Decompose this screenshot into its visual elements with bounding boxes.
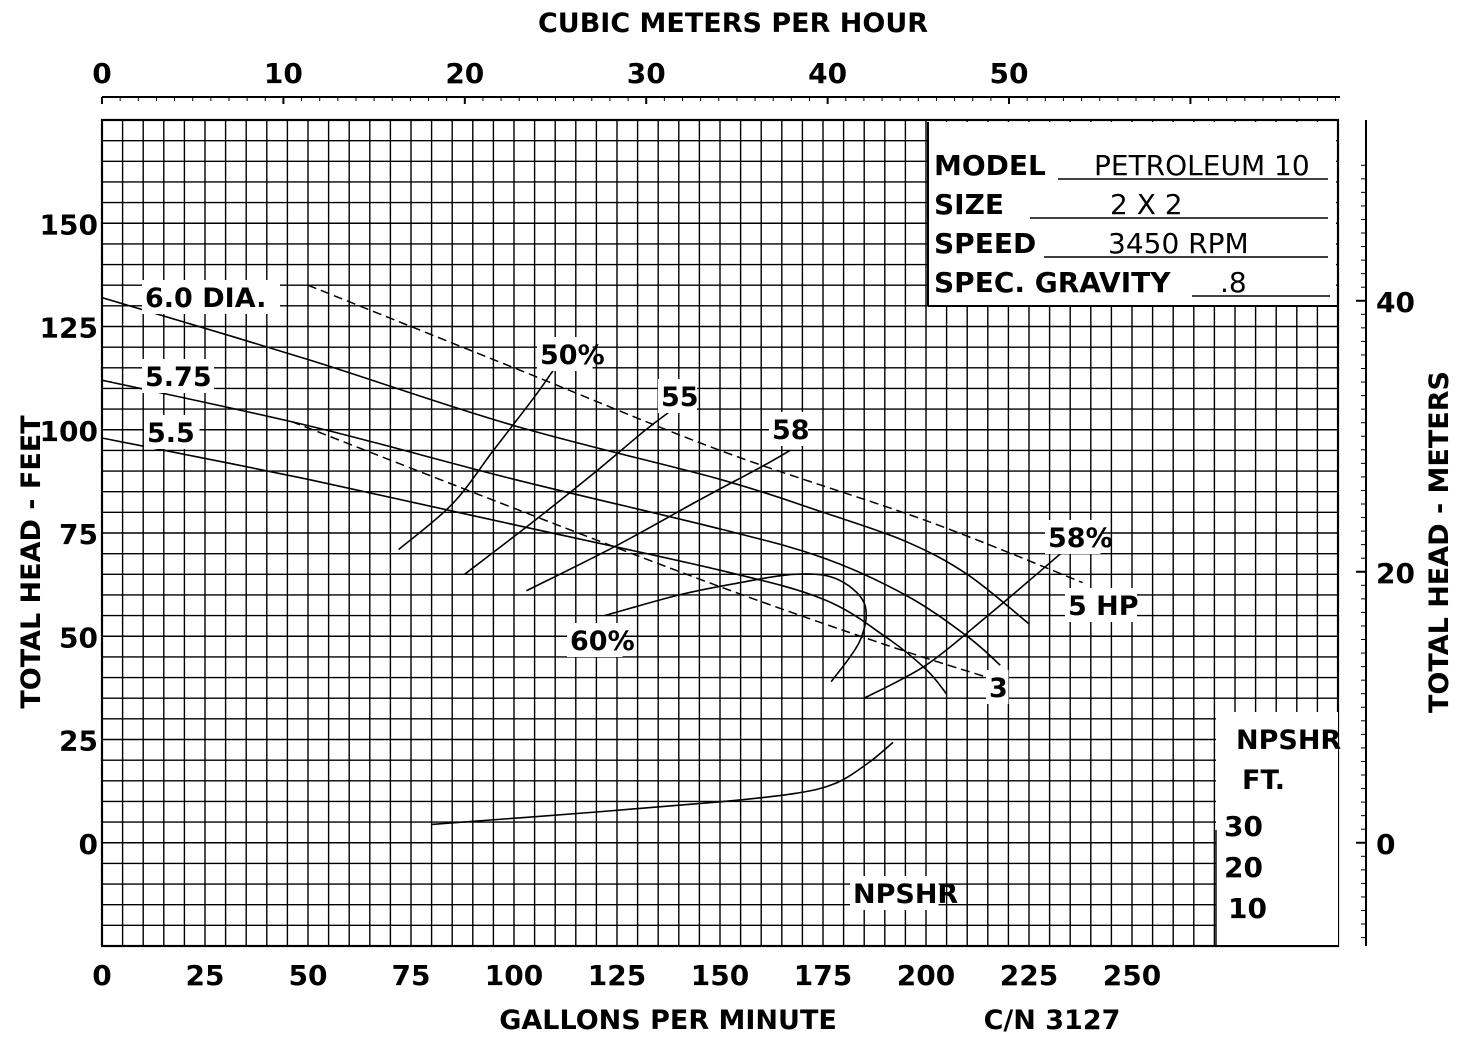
series-line-efficiency [464,404,680,575]
series-line-efficiency [604,573,867,683]
series-label-background [986,670,1009,704]
series-label-background [850,876,939,910]
series-label-background [567,623,623,657]
speed-value: 3450 RPM [1108,227,1249,260]
right-axis: 40 20 0 TOTAL HEAD - METERS [1356,120,1455,946]
left-axis-title: TOTAL HEAD - FEET [16,415,47,709]
series-line-horsepower [291,420,989,679]
series-label-background [142,280,280,314]
series-label: 5.5 [147,418,195,449]
catalog-number: C/N 3127 [984,1005,1121,1036]
gravity-label: SPEC. GRAVITY [934,266,1171,299]
right-axis-title: TOTAL HEAD - METERS [1424,371,1455,713]
info-box-background [928,122,1336,306]
npshr-tick-label: 10 [1228,892,1267,925]
series-label: 5.75 [145,362,212,393]
top-tick-label: 30 [627,57,666,90]
series-line-head [101,379,1001,666]
series-label-background [1065,588,1137,622]
x-tick-label: 125 [588,959,646,992]
y-tick-label: 150 [40,208,98,241]
x-tick-label: 175 [794,959,852,992]
info-box: MODEL PETROLEUM 10 SIZE 2 X 2 SPEED 3450… [927,122,1338,307]
npshr-axis: NPSHR FT. 30 20 10 [1215,712,1341,946]
x-tick-label: 50 [289,959,328,992]
npshr-axis-label-1: NPSHR [1236,725,1341,756]
size-value: 2 X 2 [1110,188,1183,221]
series-label: 58 [772,415,810,446]
right-tick-label: 40 [1376,286,1415,319]
series-label-background [658,379,697,413]
top-tick-label: 50 [990,57,1029,90]
x-tick-label: 75 [392,959,431,992]
npshr-tick-label: 30 [1224,810,1263,843]
top-axis-title: CUBIC METERS PER HOUR [538,8,928,39]
y-tick-label: 100 [40,415,98,448]
series-line-head [101,296,1030,625]
series-layer [101,284,1083,826]
x-tick-label: 25 [186,959,225,992]
model-value: PETROLEUM 10 [1094,149,1310,182]
top-axis: 0 10 20 30 40 50 CUBIC METERS PER HOUR [92,8,1340,104]
top-tick-label: 0 [92,57,111,90]
x-tick-label: 225 [1000,959,1058,992]
series-label-background [769,412,808,446]
y-tick-label: 0 [79,828,98,861]
bottom-axis-ticks: 0 25 50 75 100 125 150 175 200 225 250 [92,959,1161,992]
x-tick-label: 0 [92,959,111,992]
y-tick-label: 125 [40,312,98,345]
series-label: 6.0 DIA. [145,283,266,314]
right-tick-label: 0 [1376,828,1395,861]
y-tick-label: 75 [59,518,98,551]
series-line-efficiency [526,449,791,592]
chart-grid [102,120,1338,946]
right-tick-label: 20 [1376,557,1415,590]
series-label: 50% [540,340,605,371]
series-label: 60% [570,626,635,657]
series-label-background [537,337,593,371]
x-tick-label: 250 [1103,959,1161,992]
series-label: 58% [1048,523,1113,554]
series-label: NPSHR [853,879,958,910]
npshr-axis-background [1216,712,1338,945]
top-tick-label: 10 [264,57,303,90]
plot-frame [100,118,1340,948]
series-line-efficiency [863,544,1071,699]
series-line-horsepower [307,284,1083,584]
npshr-axis-label-2: FT. [1242,765,1285,796]
top-tick-label: 20 [445,57,484,90]
speed-label: SPEED [934,227,1036,260]
series-label: 5 HP [1068,591,1139,622]
model-label: MODEL [934,149,1046,182]
series-label: 55 [661,382,699,413]
gravity-value: .8 [1220,266,1247,299]
x-tick-label: 150 [691,959,749,992]
left-axis-ticks: 150 125 100 75 50 25 0 [40,208,98,861]
series-label-background [1045,520,1101,554]
size-label: SIZE [934,188,1004,221]
series-label: 3 [989,673,1008,704]
series-line-head [101,437,948,695]
series-label-background [142,359,214,393]
series-label-background [144,415,200,449]
top-tick-label: 40 [808,57,847,90]
series-line-npshr [431,741,894,826]
y-tick-label: 50 [59,621,98,654]
series-labels: 6.0 DIA. 5.75 5.5 50% 55 58 60% 58% 5 HP 3 NPSHR [142,280,1139,910]
x-tick-label: 100 [485,959,543,992]
npshr-tick-label: 20 [1224,851,1263,884]
bottom-axis-title: GALLONS PER MINUTE [499,1005,837,1036]
y-tick-label: 25 [59,725,98,758]
x-tick-label: 200 [897,959,955,992]
